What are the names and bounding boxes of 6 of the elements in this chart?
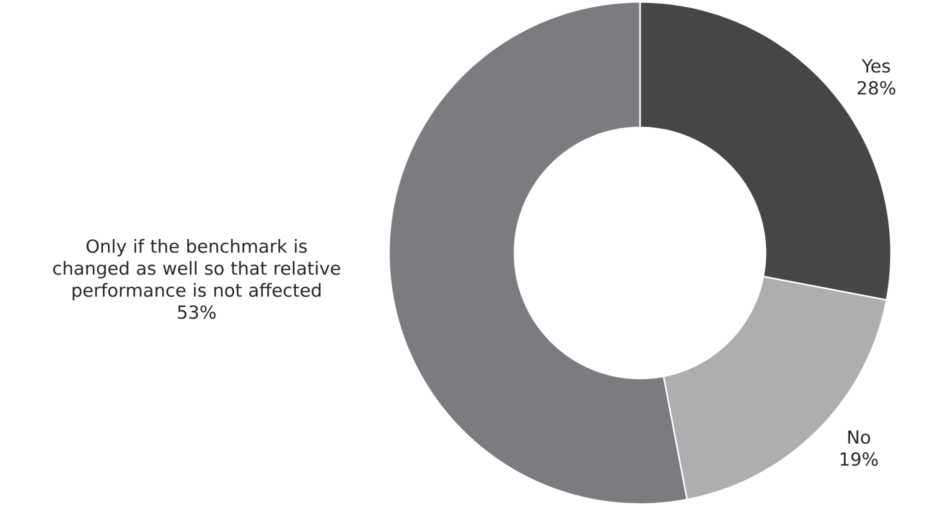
slice-label: Yes <box>862 59 890 73</box>
data-label: 53% <box>178 305 216 319</box>
data-label: 19% <box>840 452 878 466</box>
slice-label: No <box>848 430 870 444</box>
slice-label: Only if the benchmark is changed as well so that relative performance is not affected <box>53 239 340 300</box>
data-label: 28% <box>858 81 896 95</box>
